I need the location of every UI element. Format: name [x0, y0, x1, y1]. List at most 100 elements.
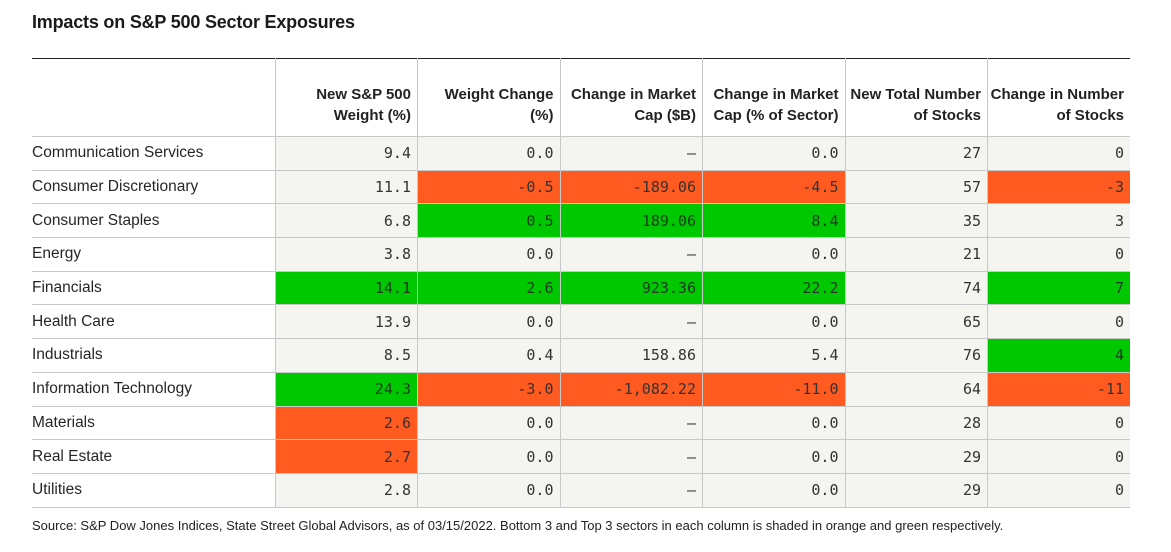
- table-cell: 923.36: [559, 271, 703, 306]
- table-cell: 0: [987, 406, 1130, 441]
- table-cell: 65: [844, 304, 988, 340]
- table-row: Communication Services 9.4 0.0—0.0 27 0: [32, 136, 1130, 171]
- sector-label: Industrials: [32, 338, 275, 373]
- sector-label: Consumer Staples: [32, 203, 275, 239]
- table-cell: 21: [844, 237, 988, 272]
- table-cell: 0.0: [702, 304, 845, 340]
- table-cell: 3.8: [274, 237, 418, 272]
- column-header: Change in Market Cap ($B): [559, 58, 703, 137]
- table-cell: 74: [844, 271, 988, 306]
- table-cell: —: [559, 439, 703, 474]
- table-cell: 29: [844, 473, 988, 508]
- table-cell: 6.8: [274, 203, 418, 239]
- table-row: Real Estate 2.7 0.0—0.0 29 0: [32, 439, 1130, 474]
- table-cell: 76: [844, 338, 988, 373]
- table-cell: 9.4: [274, 136, 418, 171]
- table-cell: —: [559, 136, 703, 171]
- column-header: Weight Change (%): [417, 58, 560, 137]
- chart-title: Impacts on S&P 500 Sector Exposures: [32, 12, 355, 32]
- table-cell: -11.0: [702, 372, 845, 407]
- table-cell: 24.3: [274, 372, 418, 407]
- table-cell: 2.6: [274, 406, 418, 441]
- sector-label: Energy: [32, 237, 275, 272]
- table-row: Energy 3.8 0.0—0.0 21 0: [32, 237, 1130, 272]
- table-cell: 3: [987, 203, 1130, 239]
- table-cell: 0.0: [417, 304, 560, 340]
- table-cell: 5.4: [702, 338, 845, 373]
- table-cell: -3.0: [417, 372, 560, 407]
- table-row: Materials 2.6 0.0—0.0 28 0: [32, 406, 1130, 441]
- table-cell: 0.4: [417, 338, 560, 373]
- table-cell: 0: [987, 473, 1130, 508]
- table-cell: 0.0: [417, 439, 560, 474]
- table-cell: 2.6: [417, 271, 560, 306]
- table-cell: -1,082.22: [559, 372, 703, 407]
- sector-label: Consumer Discretionary: [32, 170, 275, 205]
- table-cell: 0: [987, 304, 1130, 340]
- table-cell: 57: [844, 170, 988, 205]
- column-header: New Total Number of Stocks: [844, 58, 988, 137]
- table-cell: —: [559, 406, 703, 441]
- table-cell: 29: [844, 439, 988, 474]
- table-cell: 8.4: [702, 203, 845, 239]
- table-row: Health Care 13.9 0.0—0.0 65 0: [32, 304, 1130, 340]
- table-cell: 0.0: [417, 406, 560, 441]
- table-cell: 4: [987, 338, 1130, 373]
- table-cell: —: [559, 304, 703, 340]
- sector-exposure-table: New S&P 500 Weight (%) Weight Change (%) C…: [32, 58, 1130, 508]
- table-body: Communication Services 9.4 0.0—0.0 27 0 Consu…: [32, 136, 1130, 508]
- sector-label: Materials: [32, 406, 275, 441]
- sector-exposure-table-container: New S&P 500 Weight (%) Weight Change (%) C…: [32, 58, 1130, 508]
- table-cell: 0.0: [702, 406, 845, 441]
- table-cell: 0.0: [417, 136, 560, 171]
- table-cell: 8.5: [274, 338, 418, 373]
- table-cell: 2.7: [274, 439, 418, 474]
- table-cell: 13.9: [274, 304, 418, 340]
- table-cell: 0: [987, 136, 1130, 171]
- table-cell: -11: [987, 372, 1130, 407]
- table-cell: 2.8: [274, 473, 418, 508]
- table-cell: 27: [844, 136, 988, 171]
- table-row: Utilities 2.8 0.0—0.0 29 0: [32, 473, 1130, 508]
- table-cell: 22.2: [702, 271, 845, 306]
- table-cell: -189.06: [559, 170, 703, 205]
- table-cell: 28: [844, 406, 988, 441]
- table-cell: 11.1: [274, 170, 418, 205]
- table-header-row: New S&P 500 Weight (%) Weight Change (%) C…: [32, 58, 1130, 137]
- column-header: Change in Market Cap (% of Sector): [702, 58, 845, 137]
- table-cell: —: [559, 473, 703, 508]
- sector-label: Utilities: [32, 473, 275, 508]
- table-row: Consumer Staples 6.8 0.5 189.06 8.4 35 3: [32, 203, 1130, 239]
- table-row: Information Technology 24.3 -3.0 -1,082.22-…: [32, 372, 1130, 407]
- column-header: Change in Number of Stocks: [987, 58, 1130, 137]
- sector-label: Health Care: [32, 304, 275, 340]
- table-cell: 158.86: [559, 338, 703, 373]
- table-row: Financials 14.1 2.6 923.36 22.2 74 7: [32, 271, 1130, 306]
- column-header-sector: [32, 58, 275, 137]
- table-cell: 0.0: [417, 237, 560, 272]
- table-cell: 0.0: [702, 439, 845, 474]
- table-cell: -3: [987, 170, 1130, 205]
- table-cell: 0.0: [417, 473, 560, 508]
- sector-label: Real Estate: [32, 439, 275, 474]
- table-row: Industrials 8.5 0.4 158.86 5.4 76 4: [32, 338, 1130, 373]
- table-cell: 0.5: [417, 203, 560, 239]
- table-cell: 0.0: [702, 237, 845, 272]
- table-cell: 0.0: [702, 136, 845, 171]
- sector-label: Information Technology: [32, 372, 275, 407]
- table-row: Consumer Discretionary 11.1 -0.5 -189.06 -4.…: [32, 170, 1130, 205]
- sector-label: Financials: [32, 271, 275, 306]
- source-note: Source: S&P Dow Jones Indices, State Str…: [32, 518, 1004, 533]
- column-header: New S&P 500 Weight (%): [274, 58, 418, 137]
- table-cell: -4.5: [702, 170, 845, 205]
- table-cell: 0.0: [702, 473, 845, 508]
- table-cell: —: [559, 237, 703, 272]
- table-cell: 64: [844, 372, 988, 407]
- table-cell: 35: [844, 203, 988, 239]
- table-cell: 189.06: [559, 203, 703, 239]
- table-cell: 7: [987, 271, 1130, 306]
- sector-label: Communication Services: [32, 136, 275, 171]
- table-cell: 14.1: [274, 271, 418, 306]
- table-cell: 0: [987, 237, 1130, 272]
- table-cell: -0.5: [417, 170, 560, 205]
